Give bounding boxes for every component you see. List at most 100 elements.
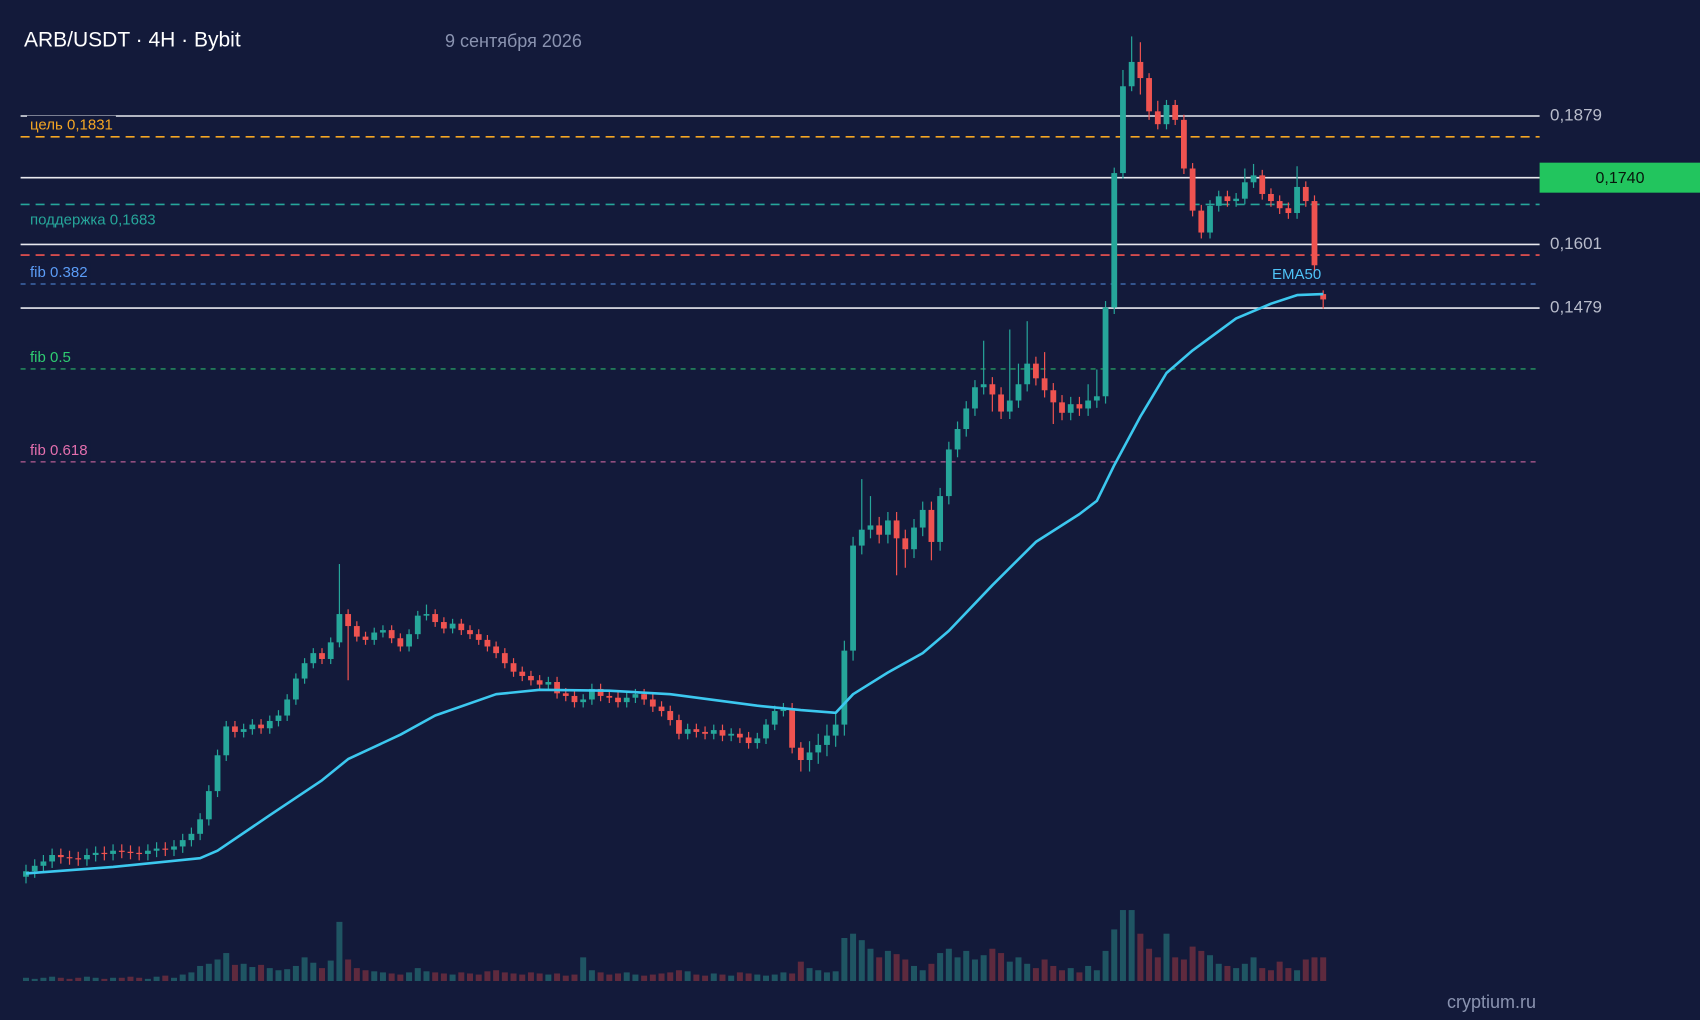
- chart-title: ARB/USDT · 4H · Bybit: [24, 29, 241, 52]
- volume-bar: [440, 973, 447, 981]
- volume-bar: [144, 978, 151, 981]
- candle-body: [197, 819, 204, 834]
- candle-body: [144, 850, 151, 854]
- ema-line: [25, 292, 1324, 875]
- volume-bar: [702, 975, 709, 981]
- candle-body: [850, 545, 856, 651]
- candle-body: [719, 730, 726, 736]
- volume-bar: [641, 975, 648, 981]
- candle-body: [414, 615, 421, 635]
- volume-bar: [406, 972, 413, 981]
- label-background: [27, 440, 91, 460]
- candle-body: [432, 614, 439, 623]
- candle-body: [84, 854, 90, 860]
- candle-body: [171, 846, 177, 850]
- candle-body: [31, 865, 38, 872]
- volume-bar: [1146, 948, 1153, 981]
- candle-body: [1189, 168, 1196, 211]
- candle-body: [232, 726, 238, 732]
- candle-body: [1163, 104, 1170, 125]
- candle-body: [1128, 61, 1135, 87]
- volume-bar: [1267, 970, 1274, 981]
- volume-bar: [1302, 959, 1309, 981]
- volume-bar: [580, 957, 587, 981]
- volume-bar: [728, 975, 735, 981]
- volume-bar: [467, 973, 474, 981]
- candle-body: [1111, 173, 1118, 308]
- level-label: цель 0,1831: [30, 117, 113, 134]
- volume-bar: [266, 968, 273, 981]
- volume-bar: [118, 977, 125, 981]
- candle-body: [1120, 86, 1126, 174]
- candle-body: [66, 857, 73, 859]
- volume-bar: [963, 950, 970, 981]
- volume-bar: [397, 974, 404, 981]
- candle-body: [1276, 201, 1283, 209]
- candle-body: [1294, 186, 1300, 214]
- label-background: [27, 210, 159, 230]
- candle-body: [510, 663, 517, 672]
- volume-bar: [40, 977, 47, 981]
- candle-body: [336, 614, 343, 643]
- candle-body: [771, 711, 778, 725]
- candle-body: [998, 394, 1004, 412]
- candle-body: [397, 638, 404, 647]
- candle-body: [240, 729, 247, 732]
- volume-bar: [1128, 910, 1135, 981]
- volume-bar: [171, 977, 178, 981]
- volume-bar: [806, 968, 813, 981]
- candle-body: [911, 527, 917, 550]
- volume-bar: [1059, 970, 1066, 981]
- candle-body: [1180, 119, 1187, 169]
- volume-bar: [197, 965, 204, 981]
- levels: [20, 115, 1540, 463]
- volume-bar: [371, 971, 378, 981]
- candle-body: [301, 663, 308, 679]
- candle-body: [110, 850, 116, 854]
- volume-bar: [858, 940, 865, 981]
- volume-bar: [1224, 965, 1231, 981]
- volume-bar: [1250, 957, 1257, 981]
- volume-bar: [519, 974, 526, 981]
- candle-body: [858, 529, 865, 546]
- volume-bar: [632, 974, 639, 981]
- volume-bar: [980, 955, 987, 981]
- candle-body: [1198, 210, 1205, 233]
- volume-bar: [153, 976, 160, 981]
- candle-body: [223, 726, 230, 756]
- candle-body: [1076, 404, 1083, 409]
- level-label: fib 0.382: [30, 264, 88, 281]
- candle-body: [118, 850, 125, 852]
- label-background: [27, 347, 74, 367]
- volume-bar: [1102, 950, 1109, 981]
- volume-bar: [101, 978, 108, 981]
- volume-bar: [110, 977, 117, 981]
- volume-bar: [710, 973, 717, 981]
- volume-bar: [989, 948, 996, 981]
- candle-body: [1285, 208, 1292, 214]
- candle-body: [49, 854, 56, 862]
- candle-body: [597, 688, 604, 696]
- volume-bar: [771, 974, 778, 981]
- candle-body: [1050, 390, 1057, 403]
- candle-body: [649, 699, 656, 707]
- candle-body: [1032, 363, 1039, 379]
- volumes: [23, 910, 1327, 981]
- candle-body: [815, 744, 822, 753]
- volume-bar: [475, 974, 482, 981]
- volume-bar: [684, 971, 691, 981]
- candle-body: [1172, 104, 1179, 120]
- candle-body: [884, 520, 891, 535]
- candle-body: [353, 626, 360, 637]
- overlay: 0,1879 цель 0,1831 0,1740 поддержка 0,1683 0…: [25, 105, 1700, 875]
- volume-bar: [292, 965, 299, 981]
- candle-body: [1250, 175, 1257, 183]
- volume-bar: [1085, 965, 1092, 981]
- volume-bar: [554, 973, 561, 981]
- candle-body: [641, 694, 648, 700]
- volume-bar: [597, 972, 604, 981]
- candle-body: [684, 729, 691, 734]
- volume-bar: [693, 974, 700, 981]
- candle-body: [327, 642, 334, 659]
- volume-bar: [1311, 957, 1318, 981]
